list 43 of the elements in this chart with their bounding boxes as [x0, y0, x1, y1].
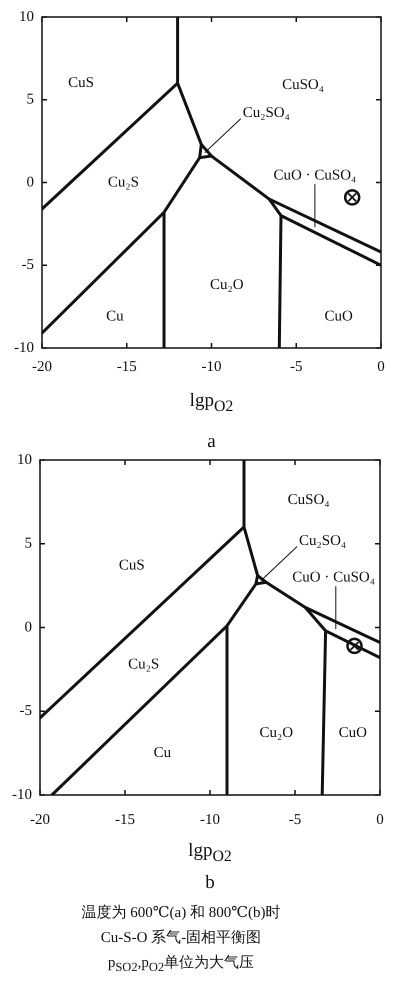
annotation: Cu₂O: [210, 277, 244, 294]
y-tick-label: -10: [14, 340, 34, 356]
annotation: CuS: [118, 557, 145, 574]
annotation: Cu: [106, 308, 124, 324]
text: p$_{SO2}$,p$_{O2}$单位为大气压: [106, 954, 256, 976]
annotation: CuO: [324, 308, 353, 324]
annotation: CuSO₄: [288, 492, 330, 508]
annotation: CuO · CuSO₄: [274, 168, 356, 184]
annotation: Cu₂SO₄: [299, 533, 346, 550]
y-tick-label: 5: [26, 92, 34, 108]
y-tick-label: -5: [22, 257, 34, 274]
annotation: CuSO₄: [282, 76, 324, 93]
y-tick-label: 10: [17, 452, 32, 468]
y-tick-label: 0: [24, 619, 32, 636]
annotation: Cu₂O: [260, 724, 294, 741]
y-tick-label: -5: [20, 703, 32, 720]
text: b: [204, 872, 216, 894]
annotation: Cu₂S: [108, 174, 139, 190]
x-tick-label: -5: [288, 812, 302, 828]
x-tick-label: -10: [202, 358, 222, 375]
x-axis-title: lgp$_{O2}$: [187, 840, 233, 866]
annotation: Cu₂SO₄: [242, 105, 290, 122]
annotation: CuS: [68, 75, 94, 92]
y-tick-label: -10: [12, 786, 32, 803]
text: 温度为 600℃(a) 和 800℃(b)时: [80, 903, 282, 923]
annotation: Cu₂S: [128, 656, 160, 672]
x-tick-label: -20: [32, 358, 52, 375]
annotation: CuO: [338, 724, 368, 741]
annotation: CuO · CuSO₄: [292, 570, 376, 586]
x-axis-title: lgp$_{O2}$: [188, 390, 234, 416]
text: Cu-S-O 系气-固相平衡图: [100, 928, 262, 948]
x-tick-label: 0: [376, 812, 384, 828]
text: a: [206, 431, 217, 453]
x-tick-label: -15: [116, 358, 137, 375]
x-tick-label: -20: [30, 812, 50, 828]
y-tick-label: 10: [19, 8, 34, 25]
x-tick-label: -10: [200, 812, 220, 828]
annotation: Cu: [154, 745, 172, 762]
y-tick-label: 0: [26, 174, 34, 190]
x-tick-label: 0: [377, 358, 385, 375]
x-tick-label: -15: [115, 812, 135, 828]
x-tick-label: -5: [290, 358, 302, 375]
y-tick-label: 5: [24, 536, 32, 552]
